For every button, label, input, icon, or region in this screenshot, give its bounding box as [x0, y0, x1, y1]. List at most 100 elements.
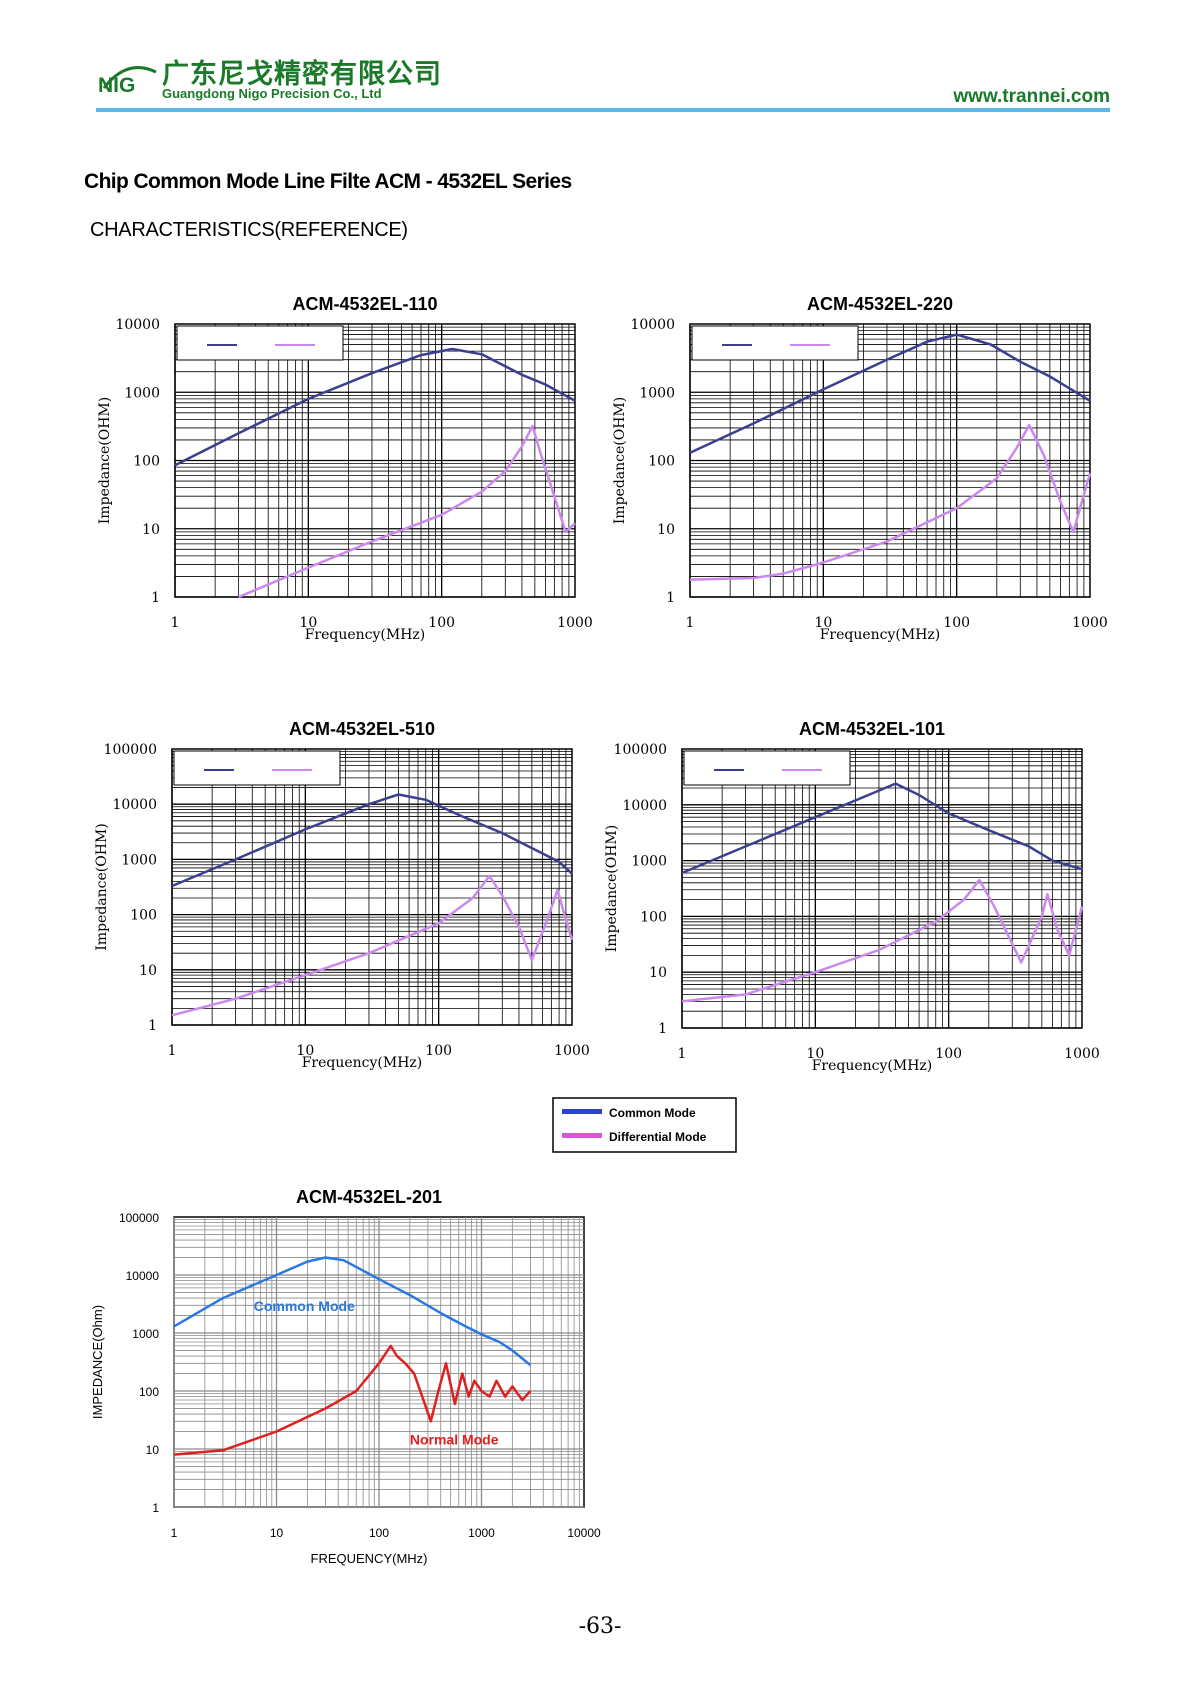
document-title: Chip Common Mode Line Filte ACM - 4532EL… — [84, 170, 572, 193]
logo-text: NIG — [98, 74, 135, 96]
x-tick-label: 100 — [943, 615, 970, 631]
y-tick-label: 1 — [148, 1018, 157, 1034]
company-name-en: Guangdong Nigo Precision Co., Ltd — [162, 86, 382, 101]
chart-4: ACM-4532EL-101 1 10 100 1000 10000 100000 1 10 10… — [604, 719, 1100, 1074]
y-axis-label: Impedance(OHM) — [97, 397, 113, 524]
y-tick-label: 100 — [130, 908, 157, 924]
y-tick-label: 10000 — [115, 317, 160, 333]
x-tick-label: 100 — [369, 1526, 389, 1540]
x-axis-label: FREQUENCY(MHz) — [311, 1551, 428, 1566]
x-tick-label: 1 — [171, 1526, 178, 1540]
y-tick-label: 1 — [658, 1021, 667, 1037]
y-tick-label: 100 — [640, 909, 667, 925]
company-logo: NIG — [98, 66, 157, 96]
series-label: Normal Mode — [410, 1431, 499, 1447]
x-axis-label: Frequency(MHz) — [305, 627, 426, 643]
plot-frame — [171, 748, 573, 1026]
y-tick-label: 1 — [151, 590, 160, 606]
x-tick-label: 10 — [299, 615, 317, 631]
series-line-2 — [171, 874, 574, 1017]
chart-title: ACM-4532EL-510 — [289, 719, 435, 739]
page-number: -63- — [578, 1614, 622, 1639]
x-tick-label: 1000 — [554, 1043, 590, 1059]
y-tick-label: 100 — [648, 454, 675, 470]
y-tick-label: 10000 — [126, 1269, 160, 1283]
legend-box — [176, 325, 344, 361]
chart-title: ACM-4532EL-101 — [799, 719, 945, 739]
plot-frame — [681, 748, 1083, 1029]
y-tick-label: 100 — [133, 454, 160, 470]
company-name-cn: 广东尼戈精密有限公司 — [162, 59, 442, 90]
y-tick-label: 100000 — [104, 742, 157, 758]
series-line-2 — [238, 424, 576, 599]
chart-3: ACM-4532EL-510 1 10 100 1000 10000 100000 1 10 10… — [94, 719, 590, 1071]
x-tick-label: 10 — [814, 615, 832, 631]
legend-box — [691, 325, 859, 361]
chart-5: Common Mode Normal Mode ACM-4532EL-201 1 10 1… — [90, 1187, 601, 1566]
chart-2: ACM-4532EL-220 1 10 100 1000 10000 1 10 100 1000 F… — [612, 294, 1108, 643]
x-axis-label: Frequency(MHz) — [302, 1055, 423, 1071]
shared-legend-label: Common Mode — [609, 1106, 696, 1120]
shared-legend: Common Mode Differential Mode — [552, 1097, 737, 1153]
shared-legend-swatch — [562, 1133, 602, 1138]
x-tick-label: 1 — [686, 615, 695, 631]
chart-title: ACM-4532EL-110 — [292, 294, 437, 314]
y-tick-label: 100000 — [614, 742, 667, 758]
y-tick-label: 1 — [666, 590, 675, 606]
y-tick-label: 1000 — [121, 852, 157, 868]
chart-title: ACM-4532EL-201 — [296, 1187, 442, 1207]
x-tick-label: 10000 — [567, 1526, 601, 1540]
x-tick-label: 1000 — [1064, 1046, 1100, 1062]
x-tick-label: 1 — [171, 615, 180, 631]
y-tick-label: 1000 — [631, 854, 667, 870]
x-tick-label: 100 — [935, 1046, 962, 1062]
x-axis-label: Frequency(MHz) — [812, 1058, 933, 1074]
x-tick-label: 1000 — [1072, 615, 1108, 631]
section-title: CHARACTERISTICS(REFERENCE) — [90, 219, 408, 241]
y-tick-label: 10000 — [622, 798, 667, 814]
y-tick-label: 10 — [657, 522, 675, 538]
shared-legend-label: Differential Mode — [609, 1130, 707, 1144]
legend-box — [173, 750, 341, 786]
series-line-2 — [173, 1344, 532, 1456]
x-tick-label: 1000 — [557, 615, 593, 631]
y-tick-label: 1000 — [124, 385, 160, 401]
y-tick-label: 10000 — [112, 797, 157, 813]
chart-legend — [691, 325, 859, 361]
grid — [689, 324, 1090, 598]
series-line-2 — [689, 423, 1092, 581]
page-header: NIG 广东尼戈精密有限公司 Guangdong Nigo Precision … — [96, 52, 1110, 112]
x-tick-label: 1 — [678, 1046, 687, 1062]
series-label: Common Mode — [254, 1298, 355, 1314]
series-line-2 — [681, 878, 1084, 1003]
chart-legend — [176, 325, 344, 361]
x-tick-label: 1 — [168, 1043, 177, 1059]
shared-legend-box — [552, 1097, 737, 1153]
chart-title: ACM-4532EL-220 — [807, 294, 953, 314]
y-axis-label: IMPEDANCE(Ohm) — [90, 1305, 105, 1419]
chart-1: ACM-4532EL-110 1 10 100 1000 10000 1 10 100 1000 F… — [97, 294, 593, 643]
y-axis-label: Impedance(OHM) — [612, 397, 628, 524]
y-tick-label: 100000 — [119, 1211, 159, 1225]
y-tick-label: 1000 — [639, 385, 675, 401]
y-axis-label: Impedance(OHM) — [604, 825, 620, 952]
shared-legend-swatch — [562, 1109, 602, 1114]
y-tick-label: 10000 — [630, 317, 675, 333]
x-tick-label: 10 — [296, 1043, 314, 1059]
series-line-1 — [689, 333, 1091, 454]
x-tick-label: 1000 — [468, 1526, 495, 1540]
header-divider — [96, 108, 1110, 112]
series-line-1 — [173, 1256, 532, 1367]
y-tick-label: 1 — [152, 1501, 159, 1515]
y-tick-label: 100 — [139, 1385, 159, 1399]
chart-legend — [683, 750, 851, 786]
y-tick-label: 10 — [139, 963, 157, 979]
grid — [173, 1217, 584, 1508]
x-tick-label: 10 — [270, 1526, 284, 1540]
grid — [171, 749, 572, 1026]
y-tick-label: 10 — [146, 1443, 160, 1457]
y-tick-label: 10 — [649, 965, 667, 981]
y-tick-label: 1000 — [132, 1327, 159, 1341]
website-link[interactable]: www.trannei.com — [953, 86, 1110, 107]
